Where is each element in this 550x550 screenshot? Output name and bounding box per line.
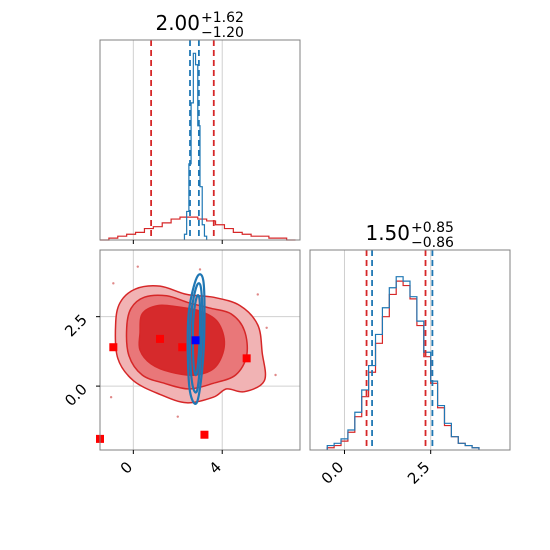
x-tick-label-0: 0.0 [318, 458, 348, 488]
joint-contour-param-1-param-2: 0 4 0.0 2.5 [61, 249, 301, 478]
title-value-param-1: 2.00 [155, 11, 200, 35]
blue-contour-level-2 [191, 294, 202, 377]
histogram-step-series-1 [183, 52, 208, 240]
title-lower-error-param-2: −0.86 [411, 235, 454, 251]
sample-point-5 [136, 265, 139, 268]
red-marker-3 [242, 354, 251, 363]
y-tick-label-1: 2.5 [61, 311, 91, 341]
title-upper-error-param-1: +1.62 [201, 10, 244, 26]
title-lower-error-param-1: −1.20 [201, 25, 244, 41]
marginal-histogram-param-2: 1.50 +0.85 −0.86 0.0 2.5 [309, 220, 511, 488]
sample-point-3 [109, 396, 113, 399]
marginal-histogram-param-1: 2.00 +1.62 −1.20 [99, 10, 301, 244]
red-marker-0 [109, 343, 118, 352]
sample-point-7 [176, 415, 179, 418]
axes-frame [99, 249, 301, 451]
sample-point-4 [256, 293, 259, 296]
histogram-step-series-1 [326, 276, 480, 450]
histogram-step-series-0 [100, 216, 296, 241]
x-tick-label-0: 0 [117, 458, 136, 477]
x-tick-label-1: 2.5 [404, 458, 434, 488]
red-marker-5 [200, 430, 209, 439]
axes-frame [309, 249, 511, 451]
red-marker-2 [178, 343, 187, 352]
title-upper-error-param-2: +0.85 [411, 220, 454, 236]
blue-contour-level-0 [186, 273, 206, 405]
sample-point-6 [198, 268, 202, 271]
axes-frame [99, 39, 301, 241]
blue-marker [191, 336, 200, 345]
histogram-step-series-0 [326, 280, 480, 450]
title-value-param-2: 1.50 [365, 221, 410, 245]
sample-point-2 [274, 373, 277, 377]
y-tick-label-0: 0.0 [61, 380, 91, 410]
x-tick-label-1: 4 [206, 458, 225, 477]
red-marker-1 [156, 334, 164, 343]
sample-point-1 [265, 326, 268, 329]
blue-contour-level-1 [188, 282, 204, 394]
sample-point-0 [112, 282, 115, 285]
